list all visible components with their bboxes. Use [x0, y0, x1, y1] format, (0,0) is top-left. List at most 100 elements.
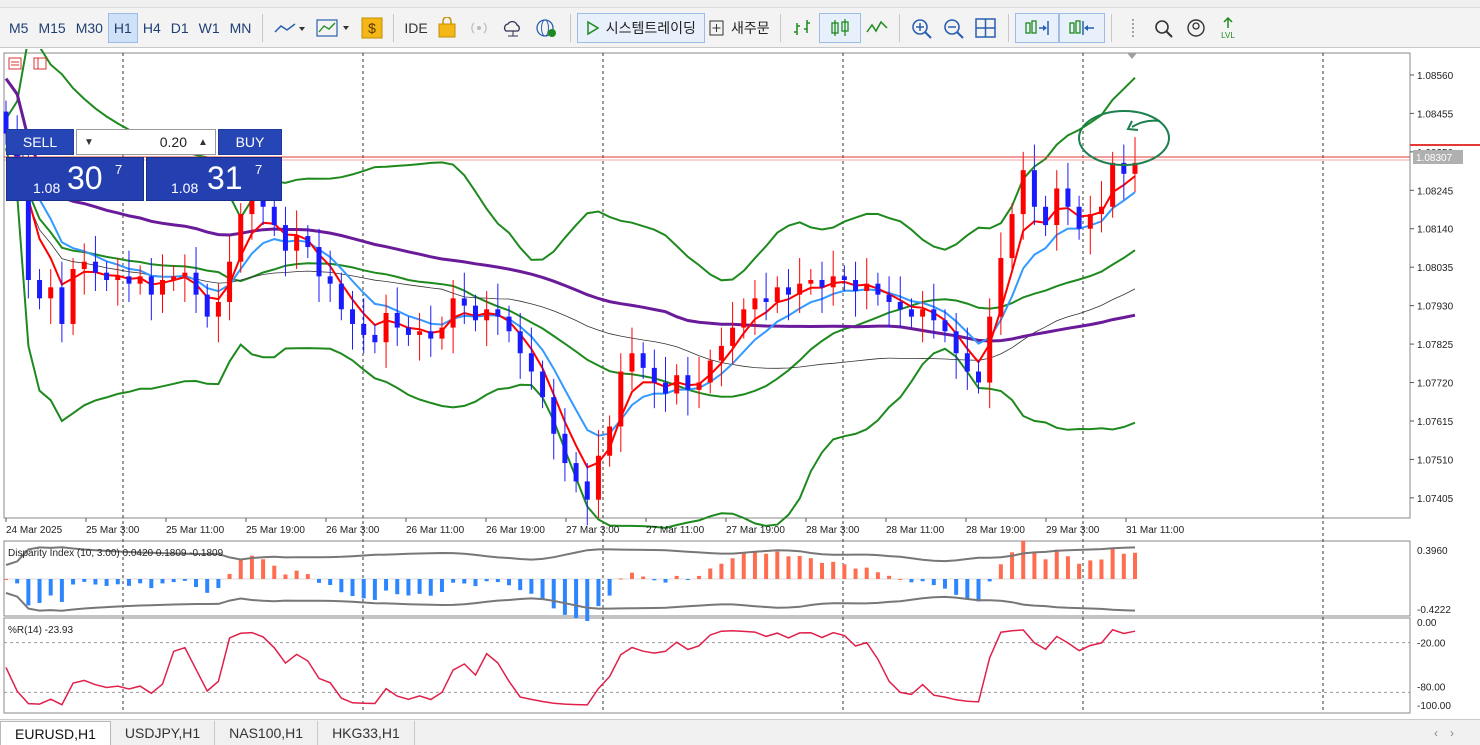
search-button[interactable]: [1148, 13, 1180, 43]
candle-body: [685, 375, 691, 390]
vps-button[interactable]: [496, 13, 530, 43]
candle-body: [841, 276, 847, 281]
candle-body: [193, 272, 199, 295]
price-tick-label: 1.07930: [1417, 302, 1454, 313]
timeframe-mn[interactable]: MN: [229, 19, 252, 36]
community-button[interactable]: [530, 13, 564, 43]
chart-shift-marker[interactable]: [1127, 53, 1137, 59]
timeframe-m30[interactable]: M30: [75, 19, 103, 36]
timeframe-d1[interactable]: D1: [170, 19, 189, 36]
timeframe-m5[interactable]: M5: [9, 19, 29, 36]
time-tick-label: 25 Mar 3:00: [86, 525, 140, 536]
disparity-bar: [741, 553, 746, 579]
candle-body: [305, 236, 311, 248]
candle-body: [182, 272, 188, 277]
price-tick-label: 1.07720: [1417, 379, 1454, 390]
tile-windows-button[interactable]: [970, 13, 1002, 43]
disparity-bar: [1065, 556, 1070, 579]
timeframe-w1[interactable]: W1: [198, 19, 220, 36]
sell-price-big: 30: [67, 160, 103, 196]
algo-trading-button[interactable]: 시스템트레이딩: [576, 12, 705, 43]
sell-button[interactable]: SELL: [6, 129, 74, 155]
time-tick-label: 28 Mar 3:00: [806, 525, 860, 536]
signals-button[interactable]: [462, 13, 496, 43]
candle-body: [1098, 206, 1104, 215]
zoom-out-button[interactable]: [938, 13, 970, 43]
candle-body: [115, 276, 121, 281]
candle-body: [204, 294, 210, 317]
ide-button[interactable]: IDE: [404, 19, 428, 36]
candle-body: [461, 298, 467, 306]
chart-type-dropdown[interactable]: [269, 13, 311, 43]
candle-body: [976, 371, 982, 383]
candle-body: [953, 331, 959, 354]
new-order-button[interactable]: 새주문: [705, 13, 774, 43]
account-button[interactable]: [1180, 13, 1212, 43]
indicators-dropdown[interactable]: [311, 13, 357, 43]
toolbar-separator: [393, 13, 395, 42]
market-button[interactable]: [432, 13, 462, 43]
disparity-bar: [71, 579, 76, 585]
candle-body: [763, 298, 769, 302]
disparity-bar: [518, 579, 523, 591]
zoom-in-button[interactable]: [906, 13, 938, 43]
volume-up-arrow[interactable]: ▲: [198, 136, 208, 148]
disparity-bar: [954, 579, 959, 595]
disparity-bar: [808, 558, 813, 579]
dollar-button[interactable]: $: [357, 13, 387, 43]
tab-hkg33[interactable]: HKG33,H1: [318, 721, 415, 745]
volume-field[interactable]: ▼ 0.20 ▲: [76, 129, 216, 155]
candle-body: [238, 214, 244, 262]
candle-body: [383, 312, 389, 343]
candle-body: [875, 283, 881, 295]
shopping-bag-icon: [438, 16, 456, 37]
bollinger-middle: [5, 132, 1136, 398]
buy-price-box[interactable]: 1.08 31 7: [146, 157, 282, 201]
chart-shift-button[interactable]: [1058, 12, 1105, 43]
sell-price-prefix: 1.08: [33, 180, 61, 196]
toolbar-separator: [569, 13, 571, 42]
disparity-bar: [663, 579, 668, 583]
disparity-bar: [1010, 552, 1015, 579]
candle-body: [696, 382, 702, 390]
line-button[interactable]: [861, 13, 893, 43]
crosshair-button[interactable]: [1118, 13, 1148, 43]
price-tick-label: 1.08560: [1417, 71, 1454, 82]
disparity-bar: [1021, 540, 1026, 579]
line-icon: [865, 20, 888, 32]
disparity-bar: [171, 579, 176, 583]
disparity-bar: [641, 576, 646, 579]
disparity-bar: [1043, 559, 1048, 579]
buy-button[interactable]: BUY: [218, 129, 282, 155]
one-click-icon[interactable]: [8, 57, 22, 70]
timeframe-m15[interactable]: M15: [38, 19, 66, 36]
disparity-lower-band: [5, 592, 1136, 612]
timeframe-h1[interactable]: H1: [107, 12, 138, 43]
tab-nas100[interactable]: NAS100,H1: [215, 721, 319, 745]
autoscroll-button[interactable]: [1014, 12, 1059, 43]
tab-scroll-arrows[interactable]: ‹›: [1434, 726, 1466, 740]
disparity-bar: [864, 567, 869, 579]
candle-body: [484, 309, 490, 321]
tab-usdjpy[interactable]: USDJPY,H1: [111, 721, 216, 745]
depth-of-market-icon[interactable]: [33, 57, 47, 70]
chart-window[interactable]: 1.085601.084551.083501.082451.081401.080…: [0, 49, 1480, 719]
candlestick-button[interactable]: [818, 12, 861, 43]
tab-eurusd[interactable]: EURUSD,H1: [0, 721, 111, 745]
disparity-bar: [149, 579, 154, 589]
volume-down-arrow[interactable]: ▼: [84, 136, 94, 148]
timeframe-h4[interactable]: H4: [142, 19, 161, 36]
bar-chart-button[interactable]: [787, 13, 819, 43]
volume-value[interactable]: 0.20: [159, 134, 187, 150]
chart-canvas[interactable]: 1.085601.084551.083501.082451.081401.080…: [0, 49, 1480, 719]
sell-price-box[interactable]: 1.08 30 7: [6, 157, 144, 201]
disparity-bar: [529, 579, 534, 594]
disparity-bar: [93, 579, 98, 585]
candle-body: [730, 327, 736, 346]
candle-body: [830, 276, 836, 288]
price-tick-label: 1.07615: [1417, 417, 1454, 428]
disparity-bar: [752, 551, 757, 579]
level-button[interactable]: LVL: [1212, 13, 1244, 43]
disparity-bar: [562, 579, 567, 615]
disparity-bar: [685, 579, 690, 580]
